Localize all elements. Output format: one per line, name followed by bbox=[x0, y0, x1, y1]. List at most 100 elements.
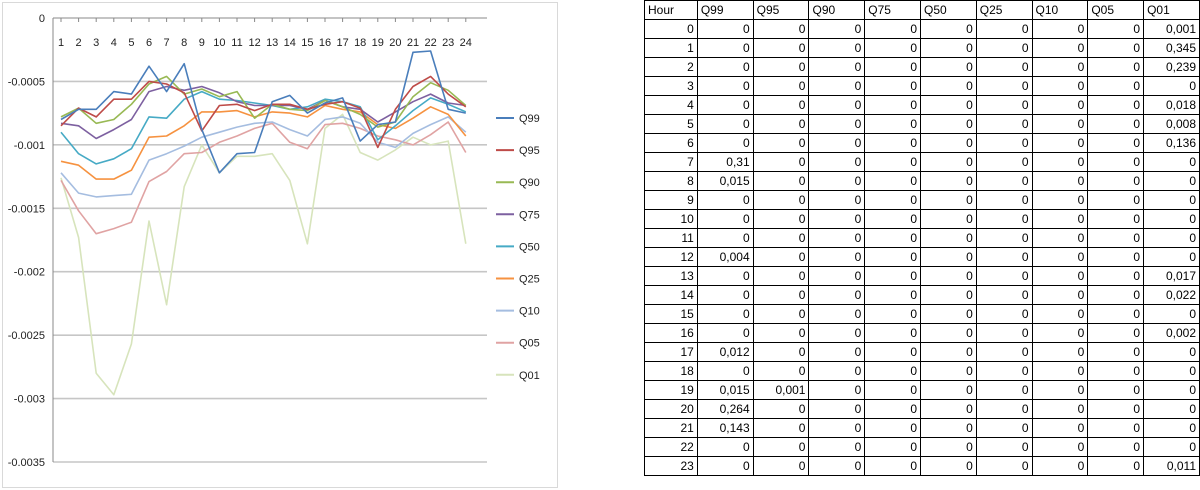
table-cell: 0 bbox=[808, 266, 866, 286]
table-cell: 0 bbox=[1087, 323, 1145, 343]
table-cell: 0 bbox=[1031, 342, 1089, 362]
table-cell: 0 bbox=[808, 342, 866, 362]
table-cell: 0 bbox=[864, 304, 922, 324]
x-tick-label: 21 bbox=[407, 37, 419, 49]
table-cell: 0 bbox=[1087, 247, 1145, 267]
table-cell: 0 bbox=[864, 228, 922, 248]
table-cell: 0 bbox=[1031, 323, 1089, 343]
x-tick-label: 18 bbox=[354, 37, 366, 49]
table-cell: 0 bbox=[752, 190, 810, 210]
table-cell: 0 bbox=[1143, 190, 1200, 210]
table-row: 4 0 0 0 0 0 0 0 0 0,018 bbox=[644, 95, 1200, 115]
y-tick-label: -0.003 bbox=[14, 394, 45, 406]
table-cell: 6 bbox=[644, 133, 698, 153]
table-cell: 0 bbox=[975, 38, 1033, 58]
legend-label-q25: Q25 bbox=[519, 274, 540, 286]
table-cell: 0 bbox=[808, 38, 866, 58]
table-cell: 19 bbox=[644, 380, 698, 400]
table-cell: 0 bbox=[975, 456, 1033, 476]
table-cell: 0 bbox=[752, 456, 810, 476]
table-cell: 0 bbox=[696, 266, 754, 286]
x-tick-label: 15 bbox=[301, 37, 313, 49]
table-cell: 0 bbox=[864, 380, 922, 400]
table-row: 1 0 0 0 0 0 0 0 0 0,345 bbox=[644, 38, 1200, 58]
table-cell: 0 bbox=[752, 19, 810, 39]
table-cell: 0 bbox=[975, 304, 1033, 324]
table-cell: 0 bbox=[864, 133, 922, 153]
table-cell: 0 bbox=[975, 76, 1033, 96]
table-cell: 0 bbox=[864, 171, 922, 191]
x-tick-label: 17 bbox=[336, 37, 348, 49]
table-cell: 0 bbox=[752, 38, 810, 58]
x-tick-label: 19 bbox=[372, 37, 384, 49]
table-cell: 0,022 bbox=[1143, 285, 1200, 305]
table-row: 23 0 0 0 0 0 0 0 0 0,011 bbox=[644, 456, 1200, 476]
table-cell: 0 bbox=[864, 114, 922, 134]
table-cell: 0 bbox=[920, 19, 977, 39]
table-cell: 0 bbox=[864, 399, 922, 419]
series-line-q95 bbox=[60, 75, 467, 149]
table-cell: 0 bbox=[1087, 228, 1145, 248]
series-line-q50 bbox=[60, 90, 467, 165]
table-cell: 0 bbox=[1031, 209, 1089, 229]
table-cell: 0 bbox=[1031, 19, 1089, 39]
table-cell: 0 bbox=[975, 247, 1033, 267]
table-cell: 0 bbox=[975, 380, 1033, 400]
table-cell: 0 bbox=[752, 266, 810, 286]
table-row: 16 0 0 0 0 0 0 0 0 0,002 bbox=[644, 323, 1200, 343]
legend-label-q01: Q01 bbox=[519, 370, 540, 382]
y-tick-label: -0.0035 bbox=[8, 457, 45, 469]
table-cell: 0 bbox=[920, 228, 977, 248]
table-cell: 0 bbox=[1087, 19, 1145, 39]
table-row: 17 0,012 0 0 0 0 0 0 0 0 bbox=[644, 342, 1200, 362]
table-cell: 0 bbox=[1087, 266, 1145, 286]
table-cell: 0 bbox=[920, 456, 977, 476]
table-cell: 0 bbox=[752, 323, 810, 343]
column-header: Q50 bbox=[920, 0, 977, 20]
table-cell: 0 bbox=[696, 57, 754, 77]
table-cell: 0 bbox=[975, 437, 1033, 457]
table-cell: 0 bbox=[1087, 456, 1145, 476]
legend-label-q95: Q95 bbox=[519, 145, 540, 157]
table-cell: 0 bbox=[1143, 399, 1200, 419]
table-cell: 0 bbox=[920, 209, 977, 229]
table-cell: 23 bbox=[644, 456, 698, 476]
column-header: Q05 bbox=[1087, 0, 1145, 20]
table-cell: 0,001 bbox=[752, 380, 810, 400]
table-cell: 0 bbox=[920, 152, 977, 172]
table-cell: 0 bbox=[1031, 304, 1089, 324]
x-tick-label: 22 bbox=[424, 37, 436, 49]
table-cell: 0 bbox=[752, 57, 810, 77]
table-cell: 0 bbox=[696, 190, 754, 210]
table-cell: 0 bbox=[864, 209, 922, 229]
legend-label-q75: Q75 bbox=[519, 209, 540, 221]
column-header: Hour bbox=[644, 0, 698, 20]
table-cell: 0 bbox=[808, 380, 866, 400]
y-tick-label: -0.001 bbox=[14, 140, 45, 152]
x-tick-label: 23 bbox=[442, 37, 454, 49]
series-line-q10 bbox=[60, 116, 467, 198]
table-cell: 0 bbox=[1031, 228, 1089, 248]
table-cell: 0 bbox=[920, 38, 977, 58]
table-cell: 0 bbox=[864, 266, 922, 286]
table-row: 21 0,143 0 0 0 0 0 0 0 0 bbox=[644, 418, 1200, 438]
table-cell: 12 bbox=[644, 247, 698, 267]
table-cell: 0 bbox=[808, 247, 866, 267]
table-cell: 0 bbox=[752, 95, 810, 115]
table-cell: 0 bbox=[1031, 114, 1089, 134]
table-cell: 0,001 bbox=[1143, 19, 1200, 39]
series-line-q25 bbox=[60, 104, 467, 180]
x-tick-label: 14 bbox=[284, 37, 296, 49]
table-cell: 0 bbox=[920, 399, 977, 419]
table-row: 22 0 0 0 0 0 0 0 0 0 bbox=[644, 437, 1200, 457]
table-cell: 0 bbox=[696, 114, 754, 134]
table-cell: 13 bbox=[644, 266, 698, 286]
table-cell: 0 bbox=[752, 209, 810, 229]
table-cell: 0 bbox=[1031, 76, 1089, 96]
table-cell: 0 bbox=[752, 247, 810, 267]
table-cell: 0 bbox=[808, 399, 866, 419]
table-cell: 0 bbox=[1143, 228, 1200, 248]
table-cell: 0 bbox=[1031, 380, 1089, 400]
